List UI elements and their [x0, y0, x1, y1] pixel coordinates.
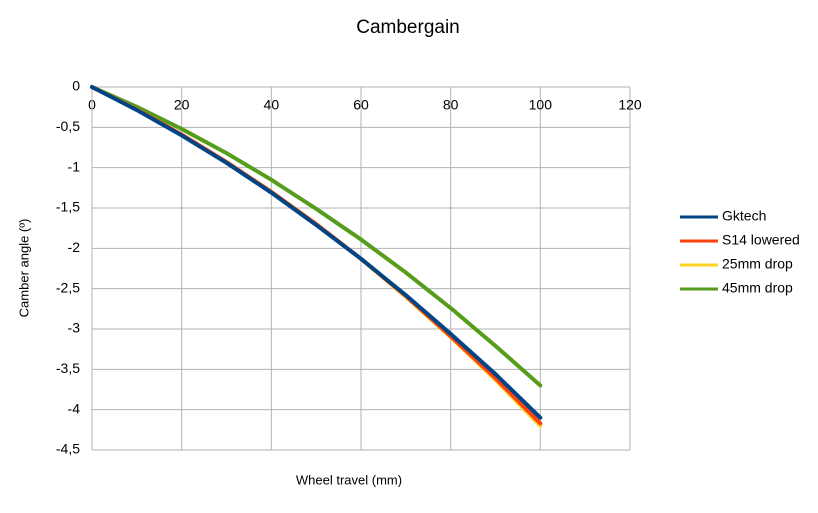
x-tick-label: 80 — [443, 97, 459, 113]
y-tick-label: -4,5 — [56, 441, 80, 457]
series-line — [90, 85, 543, 428]
x-tick-label: 60 — [353, 97, 369, 113]
y-tick-label: 0 — [72, 78, 80, 94]
y-tick-label: -2,5 — [56, 279, 80, 295]
legend-label: 45mm drop — [722, 280, 793, 296]
x-tick-label: 120 — [618, 97, 642, 113]
x-tick-label: 20 — [174, 97, 190, 113]
x-tick-label: 100 — [529, 97, 553, 113]
y-tick-label: -3,5 — [56, 360, 80, 376]
y-tick-label: -1,5 — [56, 199, 80, 215]
x-axis-title: Wheel travel (mm) — [296, 472, 402, 487]
legend-label: 25mm drop — [722, 256, 793, 272]
legend-label: S14 lowered — [722, 232, 800, 248]
series-line — [90, 85, 543, 388]
y-tick-label: -4 — [68, 400, 81, 416]
series-line — [90, 85, 543, 420]
y-tick-label: -1 — [68, 158, 81, 174]
y-tick-label: -3 — [68, 320, 81, 336]
legend-label: Gktech — [722, 208, 766, 224]
series-line — [90, 85, 543, 426]
y-tick-label: -2 — [68, 239, 81, 255]
y-axis-title: Camber angle (º) — [16, 219, 31, 318]
chart-title: Cambergain — [356, 17, 460, 38]
y-tick-label: -0,5 — [56, 118, 80, 134]
x-tick-label: 40 — [264, 97, 280, 113]
